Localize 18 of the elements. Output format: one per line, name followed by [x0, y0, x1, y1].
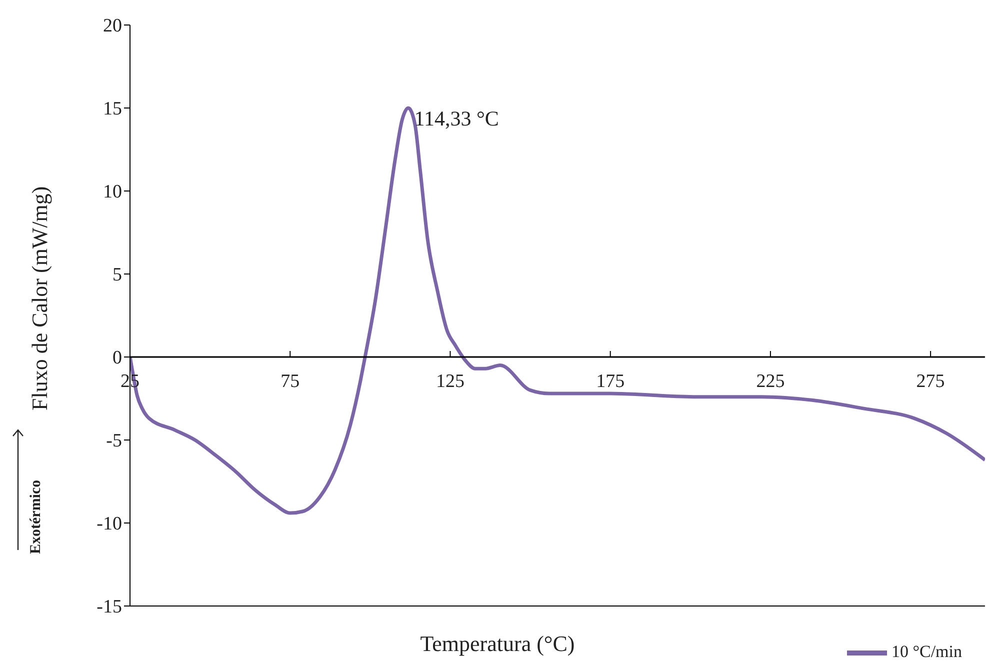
x-tick-label: 125 [436, 371, 464, 392]
y-tick-label: -5 [106, 430, 122, 452]
y-tick-label: 20 [103, 16, 122, 37]
x-tick-label: 175 [596, 371, 625, 392]
y-tick-label: -15 [96, 596, 122, 618]
text: Exotérmico [28, 480, 44, 554]
x-tick-label: 275 [916, 371, 945, 392]
x-axis-title: Temperatura (°C) [420, 631, 575, 656]
y-tick-label: 0 [112, 348, 122, 369]
y-axis-title: Fluxo de Calor (mW/mg) [26, 186, 52, 410]
y-tick-label: 10 [103, 182, 122, 203]
y-tick-label: 15 [103, 98, 122, 120]
x-tick-label: 75 [280, 371, 300, 392]
annotation: 114,33 °C [414, 106, 499, 130]
y-tick-label: -10 [96, 514, 122, 535]
legend-label: 10 °C/min [891, 642, 962, 661]
x-tick-label: 225 [756, 371, 785, 392]
y-tick-label: 5 [112, 264, 122, 286]
